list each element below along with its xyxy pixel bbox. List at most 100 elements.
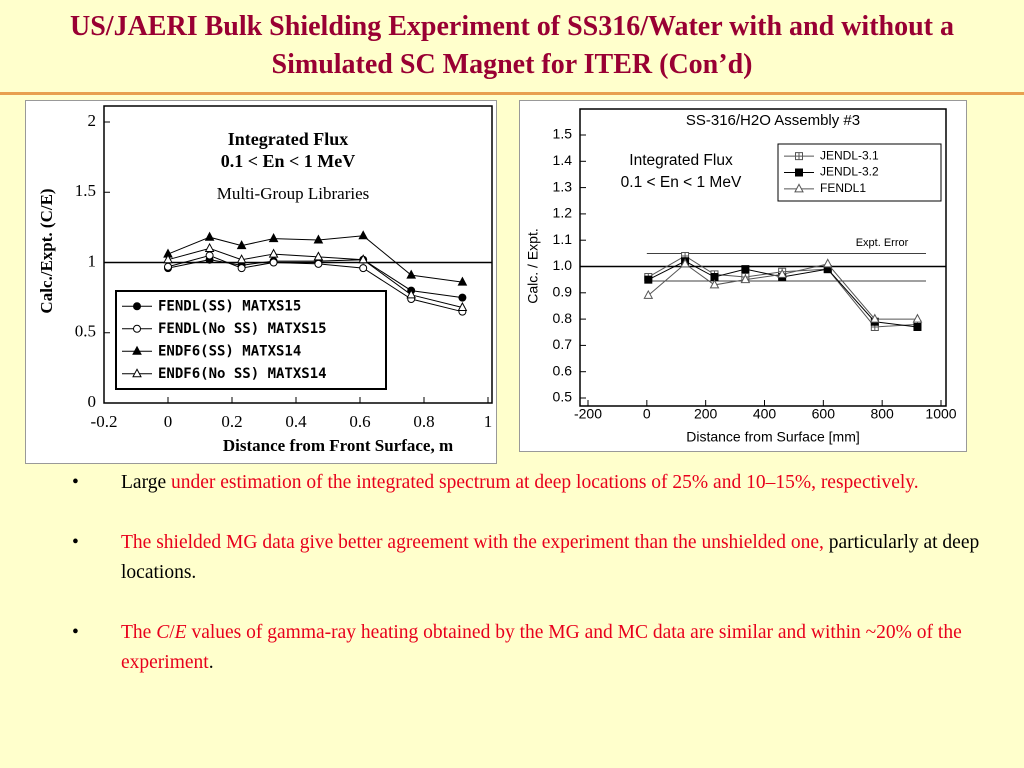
data-point	[269, 258, 278, 267]
y-tick-label: 1.1	[553, 231, 573, 247]
x-tick-label: 0.8	[413, 412, 434, 431]
plot-frame	[103, 105, 493, 404]
x-tick-label: 1	[484, 412, 493, 431]
legend-marker	[795, 152, 803, 161]
legend-box	[777, 143, 942, 202]
data-point	[205, 251, 214, 260]
data-point	[741, 265, 750, 274]
error-band-label: Expt. Error	[856, 237, 909, 249]
data-point	[359, 264, 368, 273]
legend-label: FENDL(No SS) MATXS15	[158, 321, 327, 337]
x-axis-label: Distance from Surface [mm]	[686, 429, 860, 445]
title-rule	[0, 92, 1024, 95]
x-tick-label: 600	[812, 406, 836, 422]
legend-label: JENDL-3.1	[820, 148, 879, 162]
bullet-text: The	[121, 622, 157, 643]
y-tick-label: 1.5	[553, 126, 573, 142]
y-tick-label: 0.8	[553, 310, 573, 326]
x-tick-label: 0	[643, 406, 651, 422]
legend-label: FENDL(SS) MATXS15	[158, 298, 301, 314]
bullet-text: The shielded MG data give better agreeme…	[121, 532, 829, 553]
y-tick-label: 1.0	[553, 257, 573, 273]
data-point	[644, 275, 653, 284]
data-point	[457, 276, 468, 286]
data-point	[457, 301, 468, 311]
data-point	[777, 268, 787, 278]
y-tick-label: 1.4	[553, 152, 573, 168]
bullet-text: C	[156, 622, 170, 643]
bullet-text: particularly at deep locations.	[121, 532, 980, 583]
legend-box	[115, 290, 387, 390]
x-axis-label: Distance from Front Surface, m	[223, 436, 453, 455]
slide-title: US/JAERI Bulk Shielding Experiment of SS…	[70, 11, 954, 80]
data-point	[406, 289, 417, 299]
annotation: Multi-Group Libraries	[217, 184, 370, 203]
x-tick-label: 200	[694, 406, 718, 422]
y-tick-label: 2	[88, 111, 97, 130]
y-tick-label: 0.5	[75, 322, 96, 341]
bullet-text: Large	[121, 472, 171, 493]
data-point	[268, 233, 279, 243]
bullet-list: • Large under estimation of the integrat…	[60, 468, 990, 708]
legend-label: FENDL1	[820, 181, 866, 195]
x-tick-label: -0.2	[91, 412, 118, 431]
legend-marker	[133, 324, 141, 333]
bullet-item: • The shielded MG data give better agreem…	[60, 528, 990, 588]
annotation: 0.1 < En < 1 MeV	[621, 174, 742, 191]
chart: 0.5 0.6 0.7 0.8 0.9 1.0 1.1 1.2 1.3 1.4 1.5 -200 0 20…	[519, 100, 967, 452]
data-point	[314, 259, 323, 268]
data-point	[236, 240, 247, 250]
data-point	[163, 254, 173, 264]
data-point	[709, 279, 720, 289]
x-tick-label: 0.4	[285, 412, 307, 431]
data-point	[204, 231, 215, 241]
data-point	[680, 258, 690, 268]
data-point	[313, 251, 324, 261]
legend-marker	[794, 183, 804, 193]
y-tick-label: 0.7	[553, 336, 573, 352]
data-point	[822, 258, 833, 268]
x-tick-label: 0.2	[221, 412, 242, 431]
data-point	[268, 248, 279, 258]
legend: JENDL-3.1 JENDL-3.2 FENDL1	[777, 143, 942, 202]
y-tick-label: 1.2	[553, 205, 573, 221]
legend: FENDL(SS) MATXS15 FENDL(No SS) MATXS15 END…	[115, 290, 387, 390]
x-tick-label: 800	[870, 406, 894, 422]
legend-marker	[132, 345, 142, 355]
series-line	[647, 263, 918, 320]
series-line	[167, 235, 463, 283]
y-tick-label: 0.5	[553, 389, 573, 405]
legend-label: ENDF6(No SS) MATXS14	[158, 366, 327, 382]
x-tick-label: 1000	[925, 406, 956, 422]
y-tick-label: 0.9	[553, 284, 573, 300]
data-point	[869, 313, 880, 323]
x-tick-label: -200	[574, 406, 602, 422]
data-point	[313, 234, 324, 244]
data-point	[164, 262, 172, 271]
y-axis-label: Calc. / Expt.	[525, 228, 541, 303]
bullet-text: /	[169, 622, 175, 643]
chart-title: SS-316/H2O Assembly #3	[686, 112, 860, 129]
x-tick-label: 0	[164, 412, 173, 431]
x-tick-label: 400	[753, 406, 777, 422]
y-tick-label: 1.5	[75, 181, 96, 200]
data-point	[406, 269, 417, 279]
y-tick-label: 0	[88, 392, 97, 411]
y-tick-label: 0.6	[553, 362, 573, 378]
series-line	[167, 259, 463, 299]
bullet-symbol: •	[72, 622, 79, 643]
legend-marker	[132, 368, 142, 378]
legend-marker	[795, 168, 803, 177]
data-point	[912, 313, 923, 323]
plot-frame	[579, 108, 947, 407]
bullet-item: • Large under estimation of the integrat…	[60, 468, 990, 498]
legend-label: ENDF6(SS) MATXS14	[158, 343, 301, 359]
data-point	[237, 264, 246, 273]
data-point	[204, 242, 215, 252]
data-point	[458, 293, 467, 302]
data-point	[740, 274, 751, 284]
bullet-text: .	[208, 652, 214, 673]
data-point	[236, 254, 247, 264]
